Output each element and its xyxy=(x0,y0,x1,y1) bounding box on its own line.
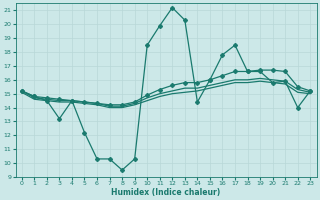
X-axis label: Humidex (Indice chaleur): Humidex (Indice chaleur) xyxy=(111,188,221,197)
